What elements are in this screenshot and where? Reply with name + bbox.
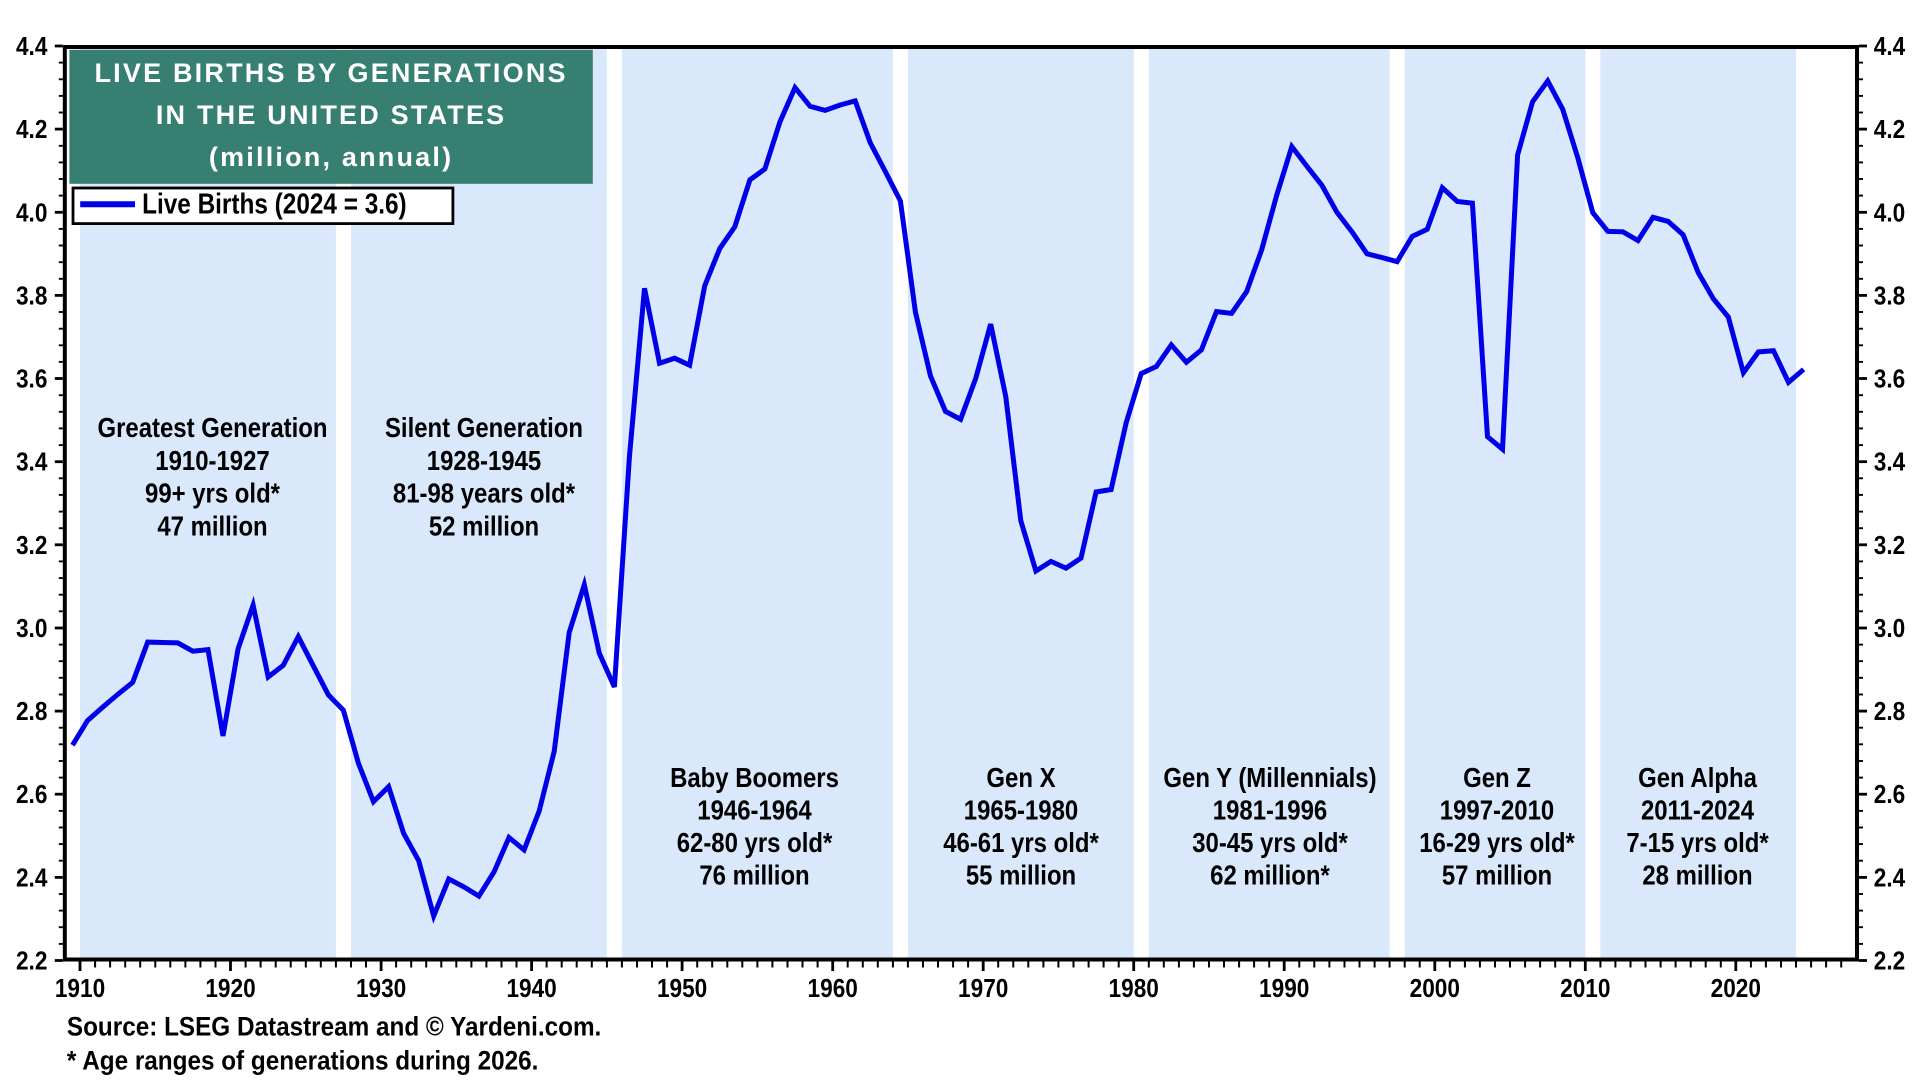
- svg-text:3.2: 3.2: [16, 531, 47, 560]
- svg-text:2.6: 2.6: [16, 781, 47, 810]
- svg-text:2011-2024: 2011-2024: [1641, 794, 1755, 826]
- svg-text:2020: 2020: [1711, 975, 1761, 1004]
- svg-text:57 million: 57 million: [1442, 859, 1552, 891]
- svg-text:3.4: 3.4: [1874, 448, 1906, 477]
- svg-text:1910-1927: 1910-1927: [155, 444, 269, 476]
- svg-text:4.2: 4.2: [1874, 116, 1905, 145]
- svg-text:Silent Generation: Silent Generation: [385, 411, 583, 443]
- svg-text:Live Births (2024 = 3.6): Live Births (2024 = 3.6): [142, 187, 407, 219]
- svg-text:16-29 yrs old*: 16-29 yrs old*: [1419, 826, 1575, 858]
- svg-text:Gen Alpha: Gen Alpha: [1638, 761, 1757, 793]
- svg-text:2.2: 2.2: [1874, 947, 1905, 976]
- svg-text:2.6: 2.6: [1874, 781, 1905, 810]
- svg-text:4.4: 4.4: [1874, 33, 1906, 62]
- svg-text:3.0: 3.0: [1874, 615, 1905, 644]
- svg-text:3.6: 3.6: [16, 365, 47, 394]
- svg-text:76 million: 76 million: [699, 859, 809, 891]
- svg-text:52 million: 52 million: [429, 510, 539, 542]
- svg-text:1930: 1930: [356, 975, 406, 1004]
- svg-text:1910: 1910: [55, 975, 105, 1004]
- svg-text:46-61 yrs old*: 46-61 yrs old*: [943, 826, 1099, 858]
- svg-text:99+ yrs old*: 99+ yrs old*: [145, 477, 281, 509]
- svg-text:4.4: 4.4: [16, 33, 48, 62]
- svg-text:81-98 years old*: 81-98 years old*: [393, 477, 576, 509]
- svg-text:1965-1980: 1965-1980: [964, 794, 1078, 826]
- svg-text:2.8: 2.8: [16, 698, 47, 727]
- svg-text:2.4: 2.4: [16, 864, 48, 893]
- svg-text:IN THE UNITED STATES: IN THE UNITED STATES: [156, 100, 507, 130]
- svg-text:62-80 yrs old*: 62-80 yrs old*: [677, 826, 833, 858]
- svg-text:Gen X: Gen X: [986, 761, 1056, 793]
- svg-text:4.0: 4.0: [16, 199, 47, 228]
- svg-text:1990: 1990: [1259, 975, 1309, 1004]
- svg-text:1928-1945: 1928-1945: [427, 444, 541, 476]
- svg-text:30-45 yrs old*: 30-45 yrs old*: [1192, 826, 1348, 858]
- svg-text:2.4: 2.4: [1874, 864, 1906, 893]
- svg-text:3.6: 3.6: [1874, 365, 1905, 394]
- svg-text:Gen Z: Gen Z: [1463, 761, 1531, 793]
- svg-text:2000: 2000: [1410, 975, 1460, 1004]
- svg-text:Greatest Generation: Greatest Generation: [97, 411, 327, 443]
- svg-text:4.2: 4.2: [16, 116, 47, 145]
- svg-text:47 million: 47 million: [157, 510, 267, 542]
- svg-text:55 million: 55 million: [966, 859, 1076, 891]
- svg-text:1950: 1950: [657, 975, 707, 1004]
- svg-text:Baby Boomers: Baby Boomers: [670, 761, 839, 793]
- svg-text:* Age ranges of generations du: * Age ranges of generations during 2026.: [67, 1046, 538, 1075]
- svg-text:3.2: 3.2: [1874, 531, 1905, 560]
- svg-text:1940: 1940: [506, 975, 556, 1004]
- svg-text:(million, annual): (million, annual): [209, 142, 453, 172]
- svg-text:Source: LSEG Datastream and ©: Source: LSEG Datastream and © Yardeni.co…: [67, 1012, 601, 1041]
- svg-text:3.4: 3.4: [16, 448, 48, 477]
- svg-text:1946-1964: 1946-1964: [697, 794, 812, 826]
- svg-text:3.0: 3.0: [16, 615, 47, 644]
- svg-text:28 million: 28 million: [1642, 859, 1752, 891]
- svg-text:Gen Y (Millennials): Gen Y (Millennials): [1163, 761, 1376, 793]
- svg-text:7-15 yrs old*: 7-15 yrs old*: [1626, 826, 1769, 858]
- svg-text:3.8: 3.8: [1874, 282, 1905, 311]
- svg-text:LIVE BIRTHS BY GENERATIONS: LIVE BIRTHS BY GENERATIONS: [94, 58, 567, 88]
- svg-text:1997-2010: 1997-2010: [1440, 794, 1554, 826]
- svg-text:2.2: 2.2: [16, 947, 47, 976]
- svg-text:1920: 1920: [205, 975, 255, 1004]
- svg-text:1970: 1970: [958, 975, 1008, 1004]
- svg-text:1980: 1980: [1109, 975, 1159, 1004]
- svg-text:2010: 2010: [1560, 975, 1610, 1004]
- svg-text:4.0: 4.0: [1874, 199, 1905, 228]
- svg-text:2.8: 2.8: [1874, 698, 1905, 727]
- svg-text:62 million*: 62 million*: [1210, 859, 1330, 891]
- svg-text:1981-1996: 1981-1996: [1213, 794, 1327, 826]
- svg-text:3.8: 3.8: [16, 282, 47, 311]
- svg-text:1960: 1960: [808, 975, 858, 1004]
